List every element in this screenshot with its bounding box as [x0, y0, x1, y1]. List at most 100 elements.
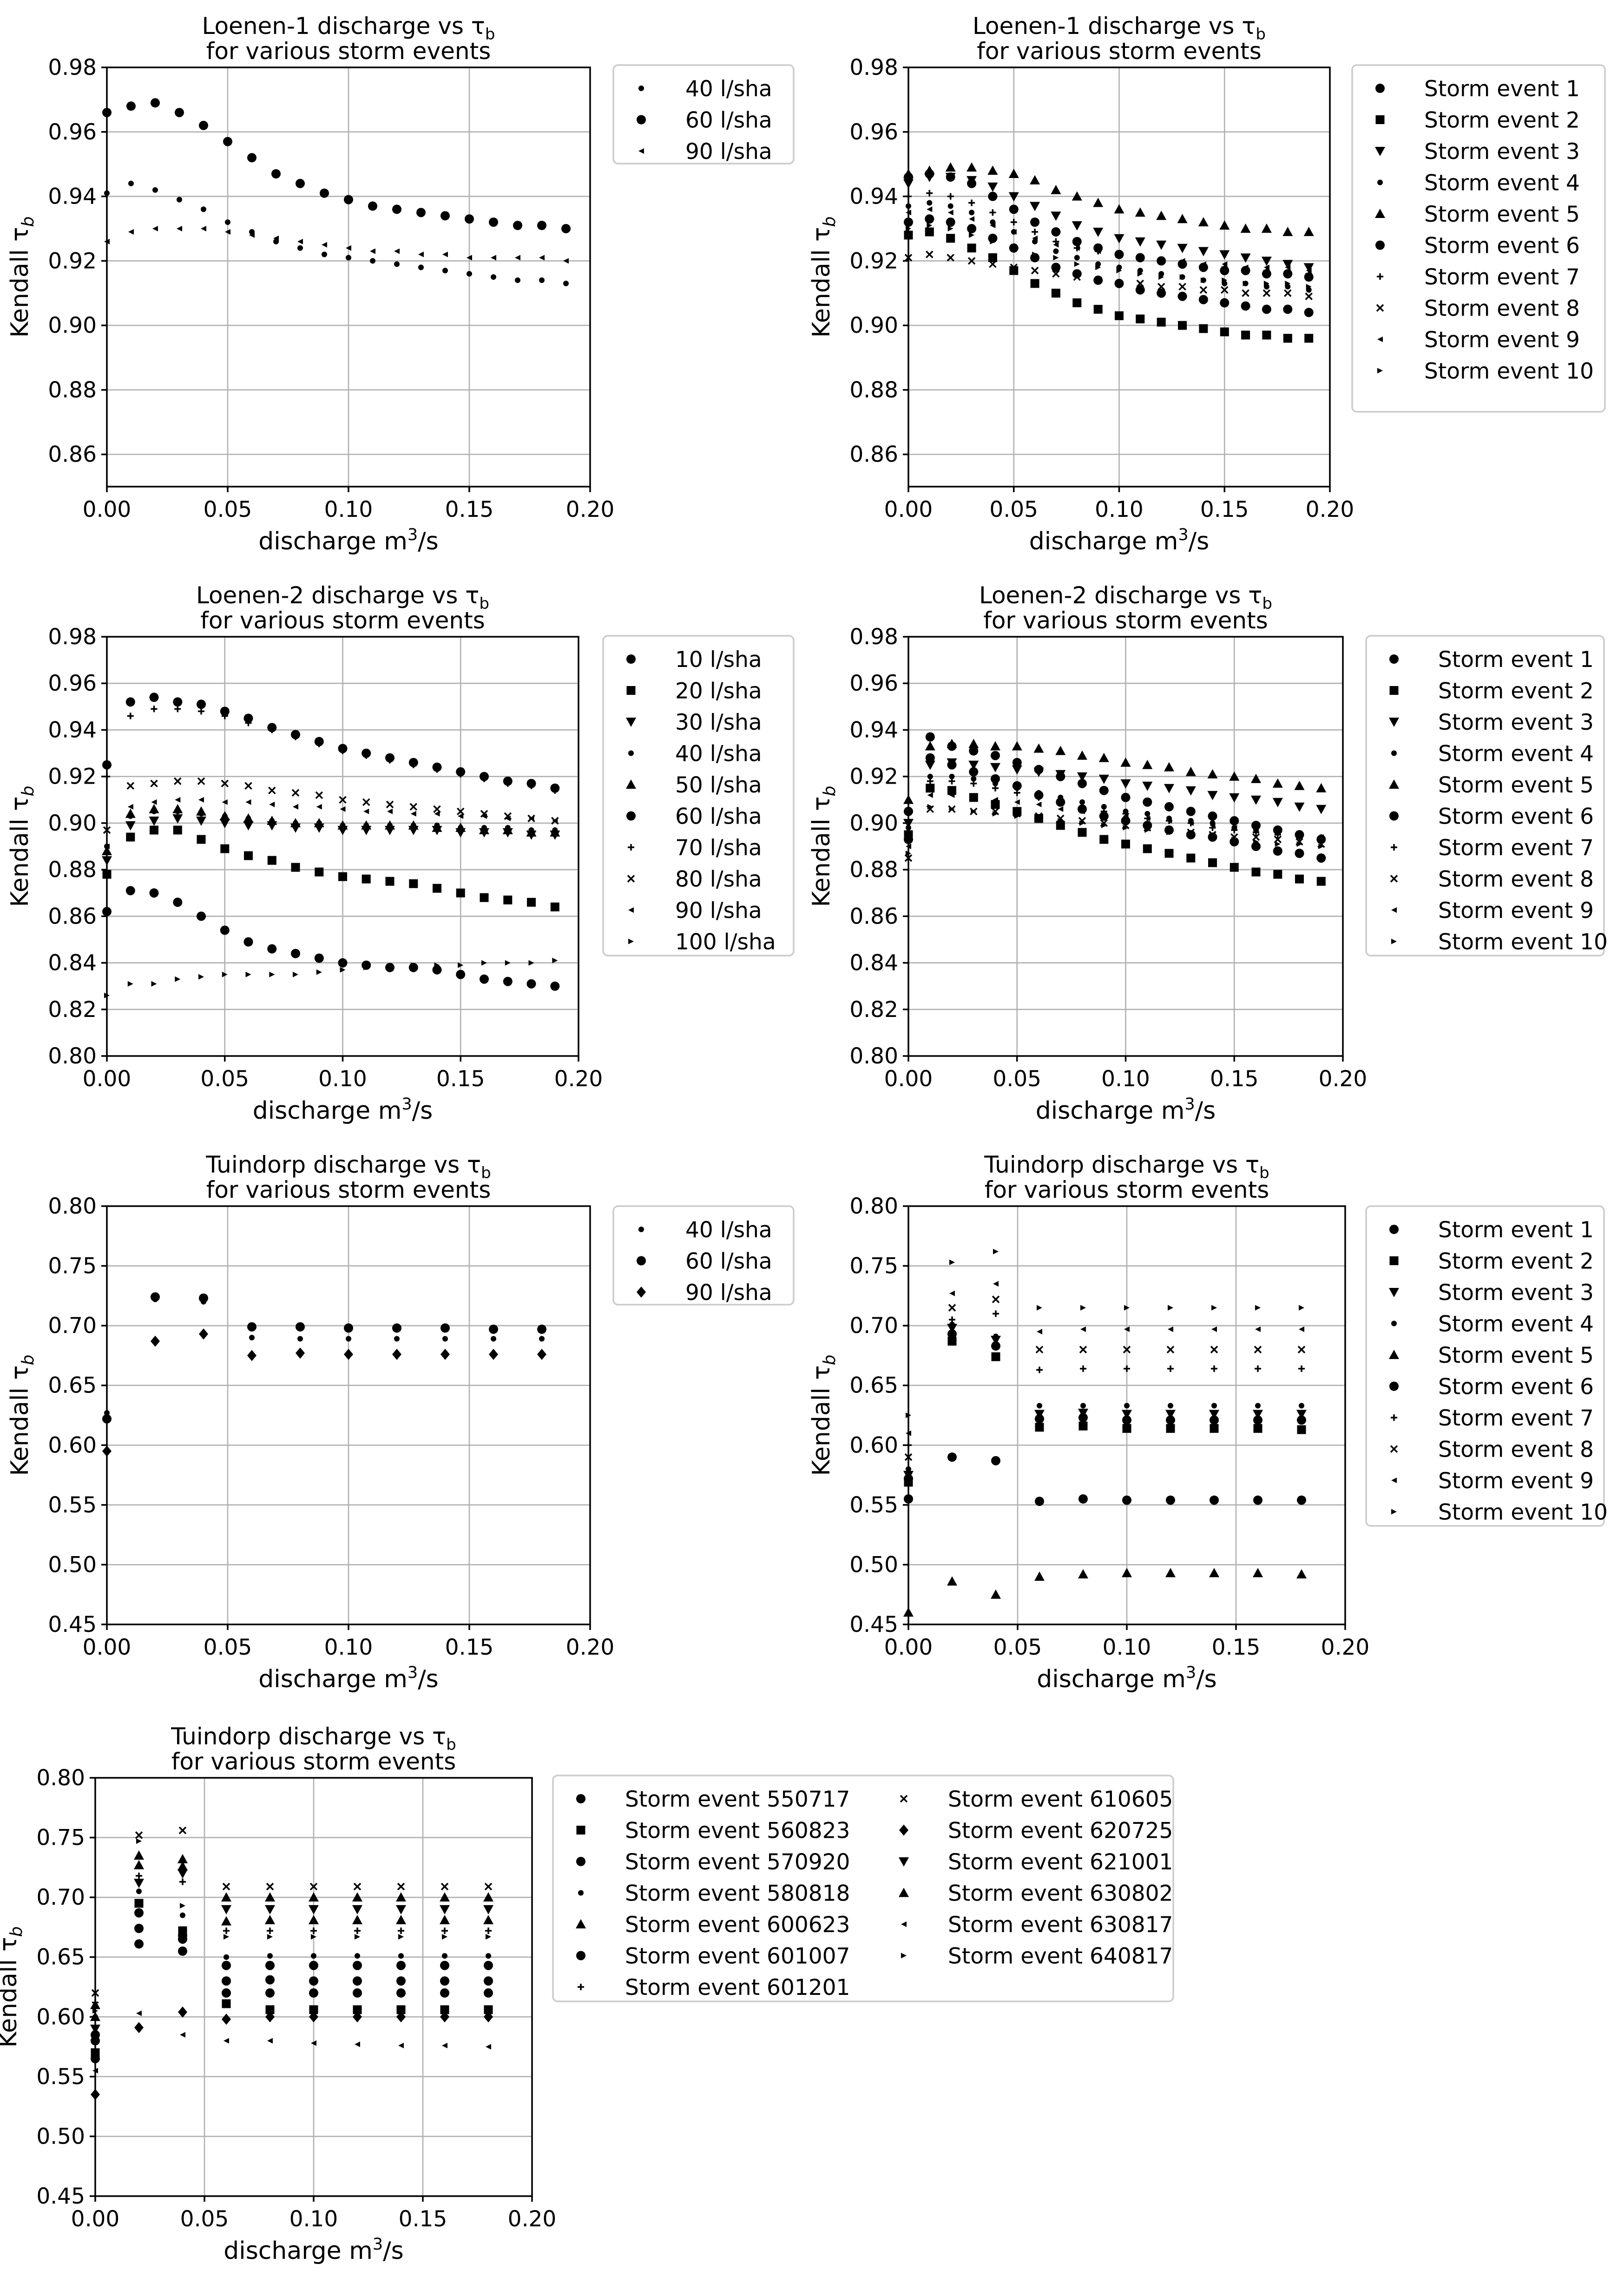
data-point-s9-p11 [1123, 813, 1129, 819]
legend-label: Storm event 630802 [948, 1881, 1173, 1907]
data-point-s2-p17 [489, 218, 498, 227]
x-tick-label: 0.10 [289, 2206, 338, 2232]
data-point-s7-p6 [1013, 789, 1020, 796]
y-tick-label: 0.80 [36, 1765, 85, 1791]
chart-title: Loenen-2 discharge vs τb [196, 582, 489, 613]
y-tick-label: 0.90 [849, 811, 898, 836]
data-point-s2-p20 [561, 224, 571, 233]
data-point-s6-p4 [1035, 1497, 1044, 1506]
data-point-s9-p17 [1243, 264, 1249, 271]
data-point-s5-p2 [125, 808, 136, 818]
data-point-s3-p16 [1229, 793, 1240, 803]
data-point-s3-p11 [346, 245, 351, 251]
data-point-s7-p3 [948, 778, 955, 785]
data-point-s2-p9 [1078, 828, 1087, 837]
data-point-s1-p2 [128, 180, 134, 186]
data-point-s6-p2 [134, 1908, 144, 1918]
legend-box [552, 1775, 1174, 2002]
data-point-s4-p5 [1080, 1403, 1086, 1409]
data-point-s3-p12 [1135, 237, 1145, 247]
x-tick-label: 0.00 [884, 1635, 933, 1660]
data-point-s3-p19 [539, 255, 545, 261]
y-tick-label: 0.65 [48, 1373, 97, 1399]
data-point-s4-p5 [267, 1953, 273, 1959]
data-point-s8-p8 [1210, 1346, 1218, 1353]
y-tick-label: 0.60 [849, 1432, 898, 1458]
data-points [903, 1248, 1307, 1617]
data-point-s10-p9 [293, 971, 298, 977]
data-point-s3-p9 [1072, 221, 1082, 231]
chart-subtitle: for various storm events [200, 607, 485, 634]
data-point-s6-p7 [243, 713, 253, 723]
data-point-s5-p9 [1253, 1568, 1263, 1577]
data-point-s5-p2 [924, 165, 935, 175]
data-point-s12-p7 [355, 2041, 360, 2047]
legend-label: Storm event 3 [1424, 139, 1580, 165]
legend-label: 50 l/sha [675, 772, 762, 798]
x-tick-label: 0.10 [324, 1635, 373, 1660]
data-point-s3-p5 [1078, 1408, 1088, 1418]
data-point-s7-p10 [485, 1927, 492, 1934]
legend-marker [1389, 1256, 1399, 1265]
data-point-s6-p7 [1166, 1495, 1175, 1505]
data-point-s6-p2 [125, 697, 135, 707]
data-point-s9-p8 [1053, 242, 1059, 248]
data-point-s4-p8 [1053, 248, 1059, 254]
data-point-s8-p2 [926, 251, 934, 258]
y-tick-label: 0.84 [48, 950, 97, 976]
legend-label: Storm event 4 [1438, 741, 1594, 767]
legend-marker [1389, 718, 1399, 727]
legend-item: Storm event 2 [1389, 1249, 1594, 1274]
data-point-s6-p20 [1316, 853, 1326, 863]
data-point-s10-p2 [134, 1879, 144, 1888]
data-point-s6-p3 [946, 218, 955, 227]
data-point-s9-p3 [151, 799, 157, 805]
y-tick-label: 0.86 [849, 904, 898, 929]
legend-item: Storm event 7 [1391, 835, 1594, 861]
data-point-s10-p7 [1036, 815, 1042, 821]
data-point-s2-p19 [1295, 874, 1304, 884]
data-point-s3-p4 [222, 1976, 231, 1986]
data-point-s8-p10 [1297, 1346, 1306, 1353]
data-point-s3-p6 [1122, 1410, 1132, 1419]
data-point-s10-p18 [505, 960, 511, 966]
data-point-s3-p13 [394, 248, 400, 254]
data-point-s10-p4 [221, 1905, 231, 1914]
data-point-s10-p16 [1231, 837, 1237, 842]
data-point-s9-p2 [927, 792, 933, 798]
legend-label: Storm event 6 [1438, 804, 1594, 830]
data-point-s5-p7 [243, 813, 254, 823]
data-point-s5-p8 [1209, 1568, 1219, 1577]
data-point-s4-p2 [927, 200, 933, 206]
data-point-s10-p15 [1210, 834, 1216, 840]
data-point-s1-p10 [1099, 785, 1109, 795]
legend-item: Storm event 9 [1377, 327, 1580, 353]
data-point-s3-p7 [353, 1976, 362, 1986]
data-point-s8-p8 [397, 1882, 405, 1891]
data-point-s2-p2 [151, 1292, 160, 1302]
data-point-s6-p10 [1297, 1495, 1306, 1505]
legend-item: Storm event 1 [1375, 76, 1580, 102]
x-tick-label: 0.15 [436, 1066, 485, 1092]
legend-marker [627, 875, 635, 883]
legend-label: Storm event 5 [1438, 1343, 1594, 1368]
legend-marker [901, 1953, 907, 1959]
data-point-s2-p9 [291, 863, 300, 872]
data-point-s3-p3 [991, 1336, 1001, 1345]
data-point-s2-p16 [1220, 327, 1229, 337]
data-point-s1-p2 [947, 1329, 957, 1339]
data-point-s5-p18 [502, 825, 513, 834]
plot-frame [907, 1205, 1346, 1625]
data-points [102, 98, 571, 286]
data-point-s10-p11 [1123, 825, 1129, 831]
legend-marker [576, 1794, 585, 1803]
chart-subtitle: for various storm events [206, 1176, 491, 1203]
data-point-s3-p10 [322, 242, 327, 248]
data-point-s1-p9 [1253, 1415, 1262, 1425]
data-point-s11-p6 [309, 1892, 319, 1902]
data-points [903, 732, 1327, 886]
legend-item: Storm event 2 [1389, 679, 1594, 704]
data-point-s1-p3 [152, 187, 158, 193]
y-tick-label: 0.96 [849, 671, 898, 696]
data-point-s9-p6 [1014, 799, 1020, 805]
